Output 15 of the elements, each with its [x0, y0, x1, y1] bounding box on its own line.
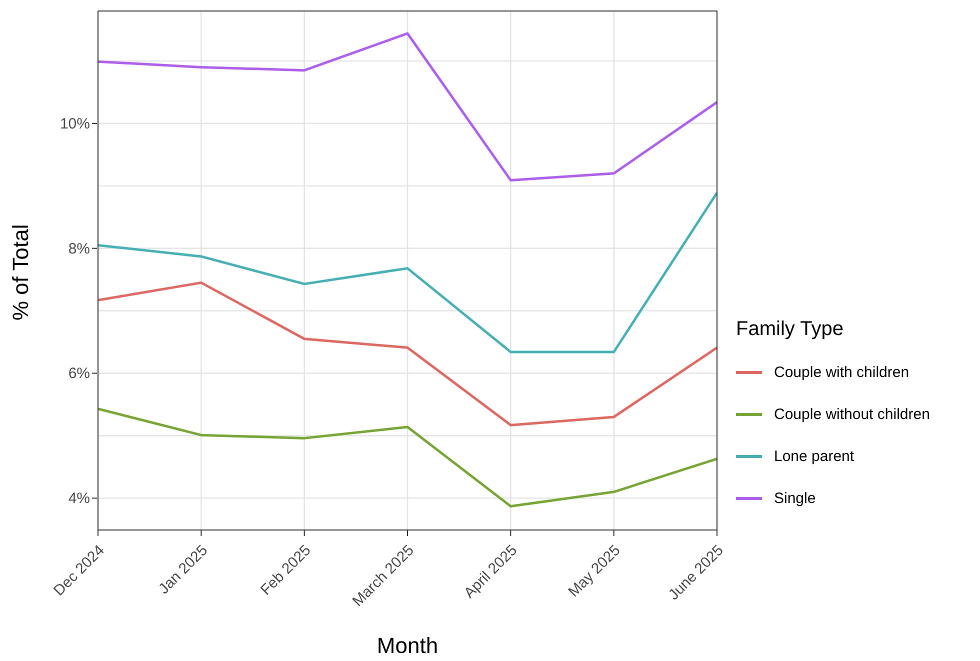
- x-axis-title: Month: [376, 633, 438, 658]
- legend-label: Lone parent: [774, 448, 854, 464]
- line-series: [98, 281, 717, 426]
- line-series: [98, 32, 717, 182]
- line-series: [98, 408, 717, 508]
- y-tick-label: 8%: [68, 240, 90, 258]
- legend-label: Couple with children: [774, 364, 910, 380]
- y-axis-title: % of Total: [8, 224, 33, 320]
- legend-title: Family Type: [736, 318, 844, 341]
- legend-label: Single: [774, 490, 816, 506]
- legend-label: Couple without children: [774, 406, 930, 422]
- y-tick-label: 10%: [60, 115, 90, 132]
- y-tick-label: 4%: [68, 490, 90, 508]
- line-series: [98, 191, 717, 354]
- y-tick-label: 6%: [68, 365, 90, 382]
